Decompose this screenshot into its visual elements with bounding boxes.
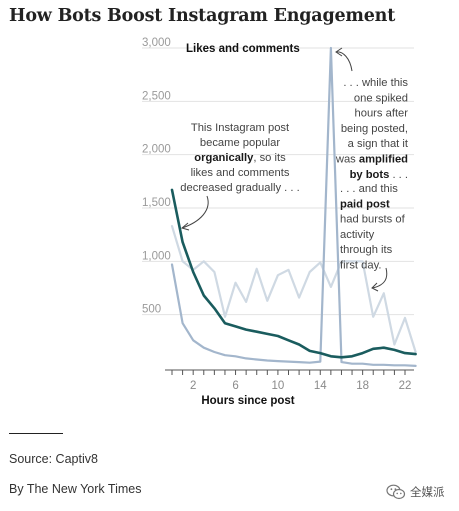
footer-divider: [9, 433, 63, 434]
x-tick-label: 22: [399, 380, 412, 392]
annotation-line: one spiked: [354, 92, 408, 104]
series-line-amplified-by-bots: [170, 46, 417, 367]
annotation-line: . . . and this: [340, 183, 398, 195]
arrow-amplified: [335, 51, 353, 72]
arrow-organic: [181, 195, 209, 229]
annotation-line: activity: [340, 229, 375, 241]
annotation-amplified: . . . while this one spiked hours after bei…: [335, 77, 409, 181]
watermark-text: 全媒派: [410, 485, 445, 499]
grid-lines: [142, 47, 414, 316]
annotation-line: decreased gradually . . .: [180, 182, 299, 194]
annotation-line: became popular: [200, 137, 281, 149]
annotation-arrows: [180, 47, 388, 292]
wechat-icon: [386, 484, 406, 500]
y-tick-label: 3,000: [142, 37, 171, 49]
annotation-line: through its: [340, 244, 393, 256]
series-line-paid-post: [170, 225, 417, 354]
annotation-line: . . . while this: [343, 77, 408, 89]
arrow-paid-head: [371, 282, 379, 292]
credit-note: By The New York Times: [9, 482, 142, 496]
x-axis-label: Hours since post: [201, 395, 294, 407]
annotation-line: first day.: [340, 260, 381, 272]
annotation-line: was amplified: [335, 154, 408, 166]
annotation-line: had bursts of: [340, 214, 406, 226]
y-axis-ticks: 500 1,000 1,500 2,000 2,500 3,000: [142, 37, 171, 316]
y-tick-label: 2,000: [142, 144, 171, 156]
x-tick-label: 14: [314, 380, 327, 392]
annotation-line: likes and comments: [191, 167, 290, 179]
y-tick-label: 1,000: [142, 250, 171, 262]
arrow-amplified-head: [335, 47, 343, 57]
annotation-line: by bots . . .: [350, 169, 408, 181]
series-lines: [170, 46, 417, 367]
annotations: This Instagram post became popular organic…: [180, 77, 409, 272]
series-line-organic: [170, 188, 417, 359]
x-tick-label: 2: [190, 380, 196, 392]
annotation-line: organically, so its: [194, 152, 286, 164]
annotation-paid: . . . and this paid post had bursts of acti…: [340, 183, 406, 272]
annotation-line: a sign that it: [348, 138, 409, 150]
y-tick-label: 1,500: [142, 197, 171, 209]
annotation-line: paid post: [340, 198, 390, 210]
x-tick-label: 6: [232, 380, 238, 392]
y-tick-label: 500: [142, 304, 161, 316]
chart-title: How Bots Boost Instagram Engagement: [9, 6, 396, 26]
watermark: 全媒派: [386, 484, 445, 500]
x-tick-label: 10: [272, 380, 285, 392]
annotation-line: being posted,: [341, 123, 408, 135]
annotation-line: This Instagram post: [191, 122, 290, 134]
annotation-line: hours after: [355, 108, 409, 120]
annotation-organic: This Instagram post became popular organic…: [180, 122, 299, 194]
x-axis: 2 6 10 14 18 22: [165, 369, 414, 392]
arrow-organic-head: [180, 222, 190, 231]
x-tick-label: 18: [356, 380, 369, 392]
source-note: Source: Captiv8: [9, 452, 98, 466]
arrow-paid: [371, 267, 388, 289]
y-tick-label: 2,500: [142, 90, 171, 102]
chart-subtitle: Likes and comments: [186, 43, 300, 55]
